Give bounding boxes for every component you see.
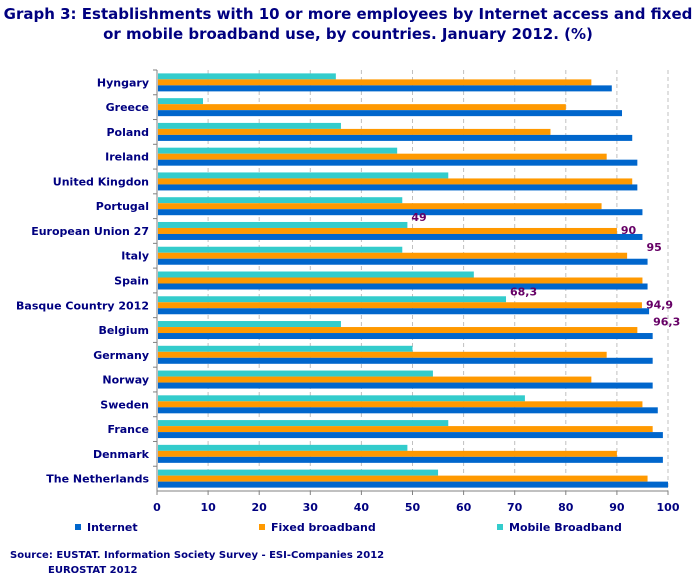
bar-mobile-broadband bbox=[158, 444, 408, 451]
category-label: Sweden bbox=[100, 398, 149, 411]
category-label: Hyngary bbox=[97, 76, 149, 89]
x-tick-label: 0 bbox=[153, 501, 161, 514]
legend-swatch bbox=[497, 524, 503, 530]
bar-fixed-broadband bbox=[158, 153, 607, 160]
bar-internet bbox=[158, 357, 653, 364]
bar-mobile-broadband bbox=[158, 122, 341, 129]
category-label: Spain bbox=[114, 275, 149, 288]
bar-fixed-broadband bbox=[158, 376, 592, 383]
data-label: 68,3 bbox=[510, 285, 537, 298]
x-tick-label: 60 bbox=[456, 501, 472, 514]
legend-swatch bbox=[75, 524, 81, 530]
x-tick-label: 90 bbox=[609, 501, 625, 514]
bar-internet bbox=[158, 209, 643, 216]
data-label: 94,9 bbox=[646, 298, 673, 311]
bar-mobile-broadband bbox=[158, 420, 449, 427]
category-label: France bbox=[108, 423, 149, 436]
bar-internet bbox=[158, 432, 663, 439]
x-tick-label: 100 bbox=[657, 501, 680, 514]
bar-mobile-broadband bbox=[158, 197, 403, 204]
category-label: Portugal bbox=[96, 200, 149, 213]
bar-mobile-broadband bbox=[158, 73, 336, 80]
source-line-2: EUROSTAT 2012 bbox=[48, 565, 138, 576]
bar-fixed-broadband bbox=[158, 426, 653, 433]
bar-internet bbox=[158, 382, 653, 389]
x-tick-label: 50 bbox=[405, 501, 421, 514]
bar-fixed-broadband bbox=[158, 450, 617, 457]
bar-internet bbox=[158, 481, 668, 488]
bar-mobile-broadband bbox=[158, 98, 203, 105]
legend-label: Internet bbox=[87, 521, 138, 534]
bar-mobile-broadband bbox=[158, 246, 403, 253]
bar-mobile-broadband bbox=[158, 221, 408, 228]
bar-mobile-broadband bbox=[158, 296, 507, 303]
bar-fixed-broadband bbox=[158, 475, 648, 482]
legend-label: Mobile Broadband bbox=[509, 521, 622, 534]
bar-fixed-broadband bbox=[158, 79, 592, 86]
bar-internet bbox=[158, 110, 623, 117]
bar-fixed-broadband bbox=[158, 203, 602, 210]
bar-mobile-broadband bbox=[158, 395, 525, 402]
category-label: Germany bbox=[93, 349, 149, 362]
bar-internet bbox=[158, 258, 648, 265]
category-label: Poland bbox=[106, 126, 149, 139]
bar-internet bbox=[158, 308, 650, 315]
bar-fixed-broadband bbox=[158, 327, 638, 334]
x-tick-label: 80 bbox=[558, 501, 574, 514]
bar-fixed-broadband bbox=[158, 302, 642, 309]
category-label: Ireland bbox=[105, 151, 149, 164]
category-label: Belgium bbox=[98, 324, 149, 337]
bar-internet bbox=[158, 456, 663, 463]
bar-fixed-broadband bbox=[158, 351, 607, 358]
x-tick-label: 20 bbox=[252, 501, 268, 514]
category-label: Greece bbox=[106, 101, 149, 114]
bar-mobile-broadband bbox=[158, 469, 439, 476]
bar-mobile-broadband bbox=[158, 345, 413, 352]
legend-swatch bbox=[259, 524, 265, 530]
bar-internet bbox=[158, 85, 612, 92]
data-label: 95 bbox=[646, 241, 661, 254]
bar-fixed-broadband bbox=[158, 277, 643, 284]
data-label: 96,3 bbox=[653, 315, 680, 328]
bar-internet bbox=[158, 159, 638, 166]
bar-mobile-broadband bbox=[158, 370, 433, 377]
bar-internet bbox=[158, 407, 658, 414]
bar-fixed-broadband bbox=[158, 252, 628, 259]
x-tick-label: 30 bbox=[303, 501, 319, 514]
bar-fixed-broadband bbox=[158, 178, 633, 185]
bar-fixed-broadband bbox=[158, 401, 643, 408]
bar-fixed-broadband bbox=[158, 227, 617, 234]
data-label: 49 bbox=[411, 211, 426, 224]
bar-mobile-broadband bbox=[158, 172, 449, 179]
chart-title: Graph 3: Establishments with 10 or more … bbox=[3, 5, 693, 43]
bar-internet bbox=[158, 184, 638, 191]
bar-internet bbox=[158, 333, 653, 340]
category-label: Basque Country 2012 bbox=[16, 299, 149, 312]
category-label: Denmark bbox=[93, 448, 150, 461]
category-label: Italy bbox=[121, 250, 149, 263]
x-tick-label: 10 bbox=[200, 501, 216, 514]
x-tick-label: 70 bbox=[507, 501, 523, 514]
bar-mobile-broadband bbox=[158, 271, 474, 278]
bar-internet bbox=[158, 283, 648, 290]
bar-fixed-broadband bbox=[158, 104, 566, 111]
bar-internet bbox=[158, 134, 633, 141]
x-tick-label: 40 bbox=[354, 501, 370, 514]
bar-internet bbox=[158, 233, 643, 240]
category-label: The Netherlands bbox=[46, 473, 149, 486]
data-label: 90 bbox=[621, 224, 637, 237]
bar-mobile-broadband bbox=[158, 321, 341, 328]
legend-label: Fixed broadband bbox=[271, 521, 376, 534]
source-line-1: Source: EUSTAT. Information Society Surv… bbox=[10, 550, 385, 561]
category-label: European Union 27 bbox=[31, 225, 149, 238]
bar-fixed-broadband bbox=[158, 128, 551, 135]
bar-mobile-broadband bbox=[158, 147, 398, 154]
category-label: United Kingdon bbox=[53, 175, 149, 188]
category-label: Norway bbox=[102, 374, 149, 387]
